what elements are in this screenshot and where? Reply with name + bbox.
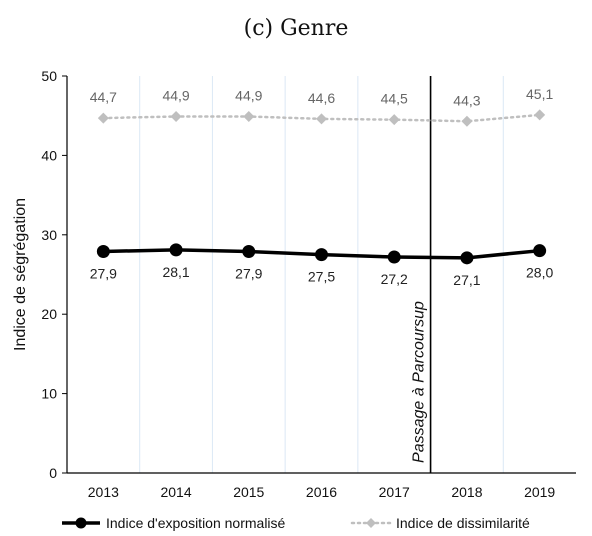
data-label-dissimilarite: 44,6 [308,90,335,106]
data-label-exposition: 27,1 [453,272,480,288]
data-point-dissimilarite [534,109,546,121]
data-label-exposition: 27,2 [381,271,408,287]
x-tick-label: 2014 [160,484,191,500]
data-point-exposition [242,244,256,258]
x-tick-label: 2016 [306,484,337,500]
y-tick-label: 30 [41,227,57,243]
data-label-dissimilarite: 44,9 [162,87,189,103]
y-tick-label: 10 [41,386,57,402]
parcoursup-annotation: Passage à Parcoursup [411,301,428,463]
data-label-dissimilarite: 44,7 [90,89,117,105]
data-point-exposition [460,251,474,265]
x-tick-label: 2015 [233,484,264,500]
y-tick-label: 50 [41,68,57,84]
data-label-exposition: 27,9 [90,265,117,281]
data-point-exposition [169,243,183,257]
data-point-exposition [387,250,401,264]
legend-label-dissimilarite: Indice de dissimilarité [396,515,530,531]
legend-marker-exposition [75,517,87,529]
x-tick-label: 2013 [88,484,119,500]
legend-label-exposition: Indice d'exposition normalisé [106,515,286,531]
data-point-exposition [315,248,328,262]
y-tick-label: 20 [41,306,57,322]
x-tick-label: 2018 [451,484,482,500]
data-point-dissimilarite [243,110,255,122]
data-point-dissimilarite [316,113,327,125]
data-label-exposition: 28,1 [162,264,189,280]
data-point-dissimilarite [388,114,400,126]
data-point-dissimilarite [170,110,182,122]
data-point-dissimilarite [461,115,473,127]
data-label-exposition: 27,5 [308,269,335,285]
y-axis-label: Indice de ségrégation [12,198,29,351]
data-point-dissimilarite [97,112,109,124]
x-tick-label: 2019 [524,484,555,500]
data-label-dissimilarite: 44,9 [235,87,262,103]
data-label-exposition: 28,0 [526,265,553,281]
legend-marker-dissimilarite [366,518,376,528]
chart-title: (c) Genre [243,16,349,41]
data-label-dissimilarite: 44,5 [381,91,408,107]
data-point-exposition [533,244,547,258]
y-tick-label: 40 [41,147,57,163]
data-label-exposition: 27,9 [235,265,262,281]
x-tick-label: 2017 [379,484,410,500]
data-label-dissimilarite: 44,3 [453,92,480,108]
data-label-dissimilarite: 45,1 [526,86,553,102]
data-point-exposition [96,244,110,258]
y-tick-label: 0 [49,465,57,481]
